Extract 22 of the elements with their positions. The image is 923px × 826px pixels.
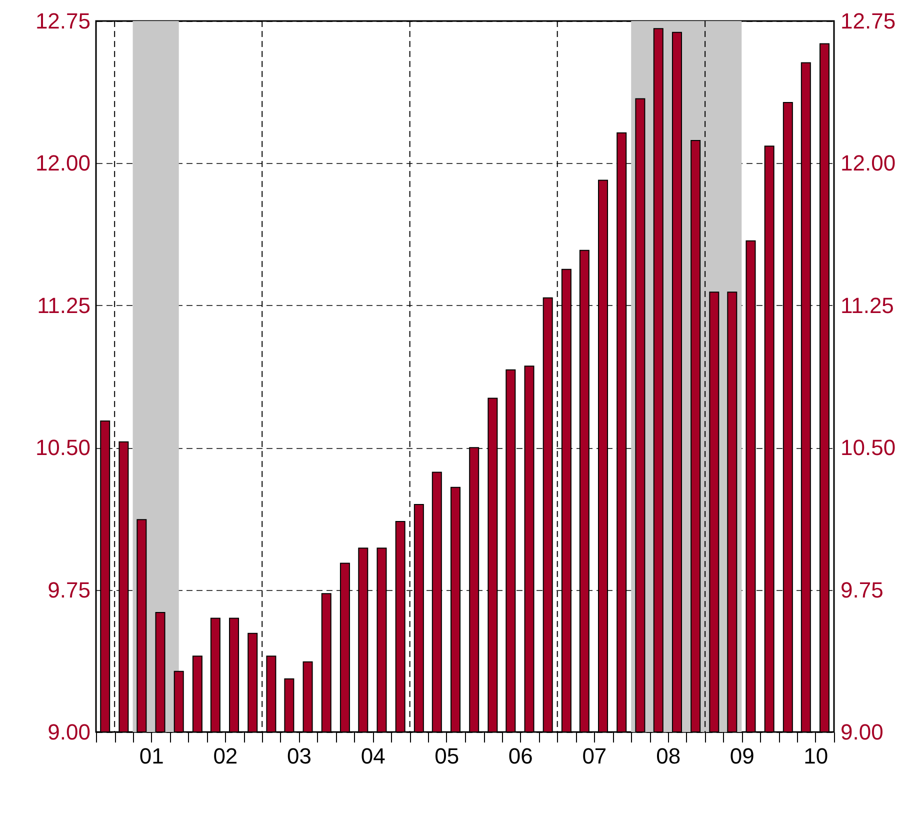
y-tick-label: 9.75 [48, 577, 90, 602]
y2-tick-label: 9.00 [840, 720, 884, 744]
y2-tick-label: 12.75 [840, 8, 896, 34]
x-tick-label: 06 [508, 744, 533, 768]
y-tick-label: 12.75 [35, 8, 90, 34]
x-tick-label: 02 [213, 744, 238, 768]
x-tick-label: 10 [804, 744, 828, 768]
x-tick-label: 07 [582, 744, 607, 768]
y2-tick-label: 10.50 [840, 435, 896, 460]
x-tick-label: 08 [656, 744, 681, 768]
x-tick-label: 05 [434, 744, 460, 768]
x-tick-label: 01 [139, 744, 164, 768]
y-tick-label: 11.25 [37, 292, 90, 318]
x-tick-label: 09 [730, 744, 754, 768]
y-tick-label: 12.00 [35, 150, 90, 176]
y2-tick-label: 11.25 [840, 292, 894, 318]
y-tick-label: 9.00 [48, 720, 90, 744]
x-tick-label: 03 [286, 744, 312, 768]
y2-tick-label: 9.75 [840, 577, 884, 602]
y-tick-label: 10.50 [35, 435, 90, 460]
y2-tick-label: 12.00 [840, 150, 896, 176]
x-tick-label: 04 [360, 744, 386, 768]
